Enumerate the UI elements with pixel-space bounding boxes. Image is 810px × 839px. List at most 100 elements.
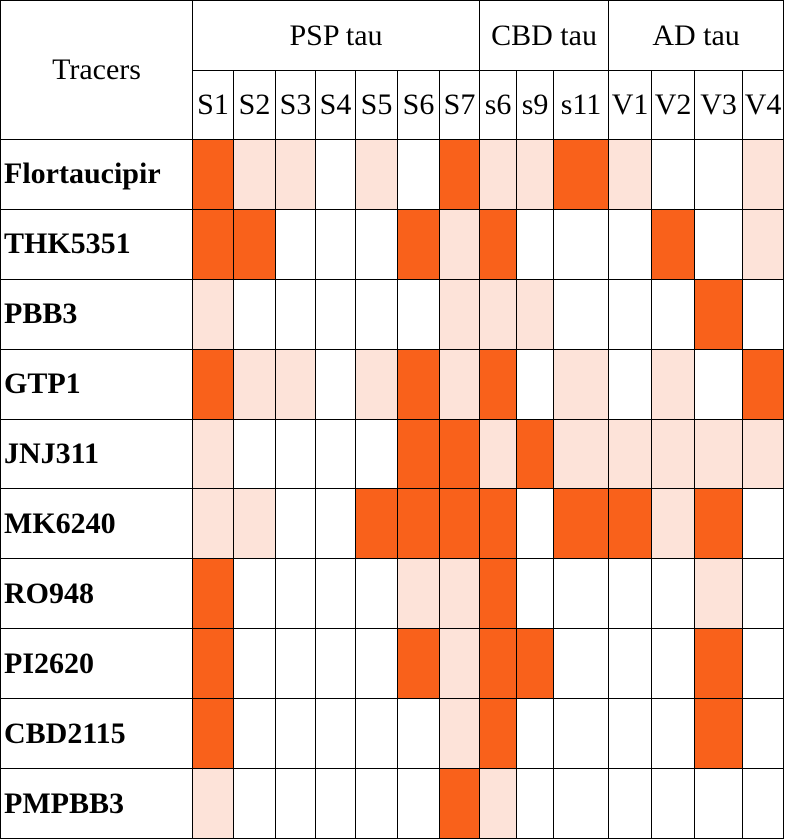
heatmap-cell xyxy=(608,418,653,490)
heatmap-cell xyxy=(742,278,785,350)
heatmap-cell xyxy=(275,768,316,839)
heatmap-cell xyxy=(192,628,234,700)
heatmap-cell xyxy=(397,768,440,839)
heatmap-cell xyxy=(233,698,276,770)
heatmap-cell xyxy=(479,139,518,210)
group-header: PSP tau xyxy=(191,0,481,71)
corner-label: Tracers xyxy=(0,0,193,140)
heatmap-cell xyxy=(355,768,398,839)
heatmap-cell xyxy=(742,139,785,210)
heatmap-cell xyxy=(438,558,481,630)
table-row: MK6240 xyxy=(0,488,785,560)
heatmap-cell xyxy=(315,208,356,280)
tracer-label: THK5351 xyxy=(0,208,193,280)
heatmap-cell xyxy=(553,488,610,560)
heatmap-cell xyxy=(192,348,234,420)
heatmap-cell xyxy=(355,348,398,420)
heatmap-cell xyxy=(275,628,316,700)
heatmap-cell xyxy=(438,139,481,210)
heatmap-cell xyxy=(233,488,276,560)
group-header: AD tau xyxy=(608,0,785,71)
heatmap-cell xyxy=(742,628,785,700)
heatmap-cell xyxy=(651,768,696,839)
tracer-label: Flortaucipir xyxy=(0,139,193,210)
heatmap-cell xyxy=(553,628,610,700)
column-header: V4 xyxy=(742,70,785,140)
tracer-binding-table: Tracers PSP tau CBD tau AD tau S1 S2 S3 S4 S5 S6 S… xyxy=(0,0,785,839)
column-header: S1 xyxy=(192,70,234,140)
column-header: s11 xyxy=(553,70,610,140)
heatmap-cell xyxy=(355,628,398,700)
heatmap-cell xyxy=(479,348,518,420)
heatmap-cell xyxy=(742,488,785,560)
heatmap-cell xyxy=(192,488,234,560)
tracer-label: MK6240 xyxy=(0,488,193,560)
heatmap-cell xyxy=(608,558,653,630)
group-header: CBD tau xyxy=(479,0,610,71)
heatmap-cell xyxy=(608,348,653,420)
heatmap-cell xyxy=(742,208,785,280)
heatmap-cell xyxy=(608,698,653,770)
heatmap-cell xyxy=(315,768,356,839)
heatmap-cell xyxy=(355,278,398,350)
heatmap-cell xyxy=(694,768,744,839)
heatmap-cell xyxy=(516,628,555,700)
heatmap-cell xyxy=(516,418,555,490)
heatmap-cell xyxy=(315,698,356,770)
table-row: GTP1 xyxy=(0,348,785,420)
column-header: S5 xyxy=(355,70,398,140)
heatmap-cell xyxy=(694,208,744,280)
heatmap-cell xyxy=(438,418,481,490)
tracer-label: RO948 xyxy=(0,558,193,630)
heatmap-cell xyxy=(275,558,316,630)
heatmap-cell xyxy=(192,768,234,839)
heatmap-cell xyxy=(694,418,744,490)
heatmap-cell xyxy=(397,558,440,630)
heatmap-cell xyxy=(233,768,276,839)
heatmap-cell xyxy=(553,348,610,420)
column-header: S2 xyxy=(233,70,276,140)
heatmap-cell xyxy=(355,418,398,490)
heatmap-cell xyxy=(438,208,481,280)
heatmap-cell xyxy=(694,348,744,420)
heatmap-cell xyxy=(694,558,744,630)
heatmap-cell xyxy=(233,208,276,280)
heatmap-cell xyxy=(516,488,555,560)
heatmap-cell xyxy=(438,278,481,350)
heatmap-cell xyxy=(275,488,316,560)
heatmap-cell xyxy=(275,278,316,350)
heatmap-cell xyxy=(694,278,744,350)
heatmap-cell xyxy=(651,628,696,700)
heatmap-cell xyxy=(479,278,518,350)
tracer-label: PI2620 xyxy=(0,628,193,700)
heatmap-cell xyxy=(192,418,234,490)
heatmap-cell xyxy=(553,698,610,770)
tracer-label: JNJ311 xyxy=(0,418,193,490)
column-header: S7 xyxy=(438,70,481,140)
heatmap-cell xyxy=(397,278,440,350)
heatmap-cell xyxy=(479,628,518,700)
heatmap-cell xyxy=(355,698,398,770)
heatmap-cell xyxy=(516,348,555,420)
table-row: THK5351 xyxy=(0,208,785,280)
heatmap-cell xyxy=(438,768,481,839)
heatmap-cell xyxy=(608,488,653,560)
heatmap-cell xyxy=(397,208,440,280)
heatmap-cell xyxy=(608,768,653,839)
heatmap-cell xyxy=(553,139,610,210)
heatmap-cell xyxy=(694,139,744,210)
table-row: CBD2115 xyxy=(0,698,785,770)
heatmap-cell xyxy=(397,418,440,490)
heatmap-cell xyxy=(694,488,744,560)
heatmap-cell xyxy=(275,418,316,490)
heatmap-cell xyxy=(275,348,316,420)
tracer-label: GTP1 xyxy=(0,348,193,420)
heatmap-cell xyxy=(275,139,316,210)
heatmap-cell xyxy=(516,558,555,630)
heatmap-cell xyxy=(355,208,398,280)
heatmap-cell xyxy=(651,558,696,630)
heatmap-cell xyxy=(192,558,234,630)
heatmap-cell xyxy=(275,698,316,770)
column-header: V2 xyxy=(651,70,696,140)
heatmap-cell xyxy=(315,278,356,350)
